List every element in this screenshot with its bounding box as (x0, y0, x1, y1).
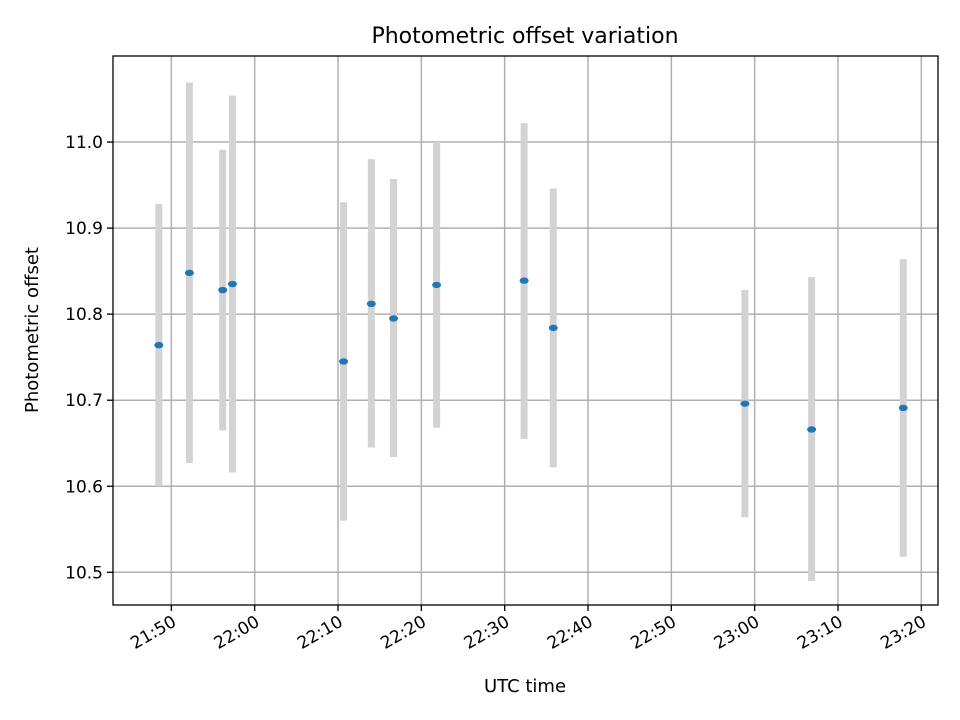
data-point (389, 315, 399, 322)
x-tick-label: 23:10 (794, 612, 846, 654)
x-tick-label: 21:50 (127, 612, 179, 654)
data-point (432, 281, 442, 289)
x-tick-label: 22:40 (544, 612, 596, 654)
y-tick-label: 10.7 (65, 391, 103, 411)
x-tick-label: 23:00 (711, 612, 763, 654)
plot-frame (112, 55, 939, 606)
y-tick-label: 10.6 (65, 477, 103, 497)
data-point (548, 324, 558, 332)
data-point (154, 341, 164, 349)
y-tick-label: 10.8 (65, 305, 103, 325)
data-point (184, 269, 194, 277)
y-tick-label: 10.5 (65, 563, 103, 583)
x-tick-label: 22:30 (461, 612, 513, 654)
data-point (218, 286, 228, 294)
y-axis-label: Photometric offset (22, 247, 43, 413)
data-point (807, 426, 817, 433)
x-axis: 21:50 22:00 22:10 22:20 22:30 22:40 22:50 23:00… (127, 605, 930, 654)
chart-title: Photometric offset variation (371, 24, 678, 49)
y-tick-label: 10.9 (65, 219, 103, 239)
data-point (740, 400, 750, 407)
data-point (519, 277, 529, 284)
y-axis: 10.5 10.6 10.7 10.8 10.9 11.0 (65, 133, 113, 583)
data-point (227, 280, 237, 288)
x-tick-label: 22:10 (294, 612, 346, 654)
x-tick-label: 22:20 (377, 612, 429, 654)
data-points (154, 269, 908, 433)
y-tick-label: 11.0 (65, 133, 103, 153)
x-axis-label: UTC time (484, 676, 566, 697)
error-bars (155, 82, 907, 581)
data-point (339, 358, 349, 365)
x-tick-label: 22:50 (627, 612, 679, 654)
x-tick-label: 23:20 (877, 612, 929, 654)
x-tick-label: 22:00 (211, 612, 263, 654)
data-point (366, 300, 376, 308)
data-point (898, 404, 908, 412)
